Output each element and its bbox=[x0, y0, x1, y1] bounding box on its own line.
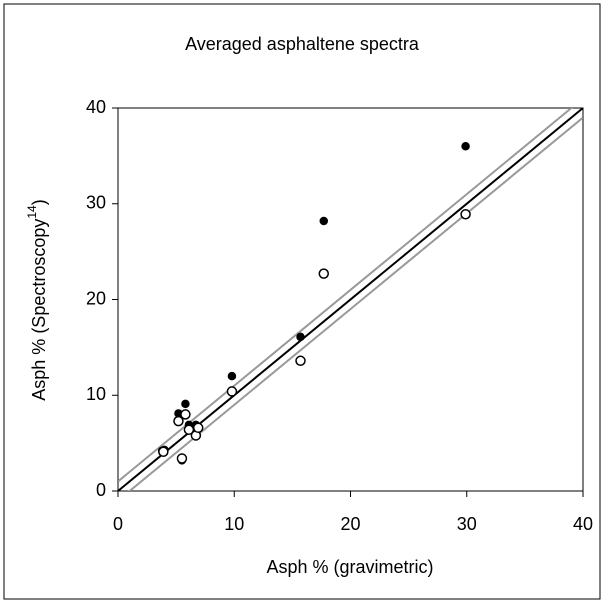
y-tick-label: 20 bbox=[86, 288, 106, 308]
x-tick-label: 0 bbox=[113, 514, 123, 534]
point bbox=[180, 409, 191, 420]
point bbox=[181, 399, 190, 409]
x-tick-label: 20 bbox=[340, 514, 360, 534]
x-tick-label: 40 bbox=[573, 514, 593, 534]
point bbox=[227, 371, 237, 381]
x-tick-label: 30 bbox=[457, 514, 477, 534]
point bbox=[173, 415, 184, 427]
y-tick-label: 30 bbox=[86, 193, 106, 213]
reference-line bbox=[118, 108, 573, 483]
y-label-text: Asph % (Spectroscopy bbox=[29, 219, 49, 401]
point bbox=[192, 422, 204, 434]
point bbox=[460, 209, 471, 220]
x-tick-label: 10 bbox=[224, 514, 244, 534]
chart-title: Averaged asphaltene spectra bbox=[185, 34, 420, 54]
point bbox=[461, 142, 470, 151]
point bbox=[295, 355, 306, 367]
y-tick-label: 40 bbox=[86, 97, 106, 117]
x-axis-label: Asph % (gravimetric) bbox=[266, 557, 433, 577]
y-tick-label: 0 bbox=[96, 480, 106, 500]
y-label-sup: 14 bbox=[25, 205, 39, 219]
point bbox=[318, 268, 330, 279]
point bbox=[319, 216, 329, 226]
point bbox=[296, 332, 305, 342]
point bbox=[176, 453, 188, 464]
point bbox=[158, 446, 169, 457]
frame bbox=[3, 3, 601, 600]
y-tick-label: 10 bbox=[86, 384, 106, 404]
y-label-after: ) bbox=[29, 199, 49, 205]
y-axis-label: Asph % (Spectroscopy14) bbox=[25, 199, 49, 400]
point bbox=[226, 386, 238, 397]
